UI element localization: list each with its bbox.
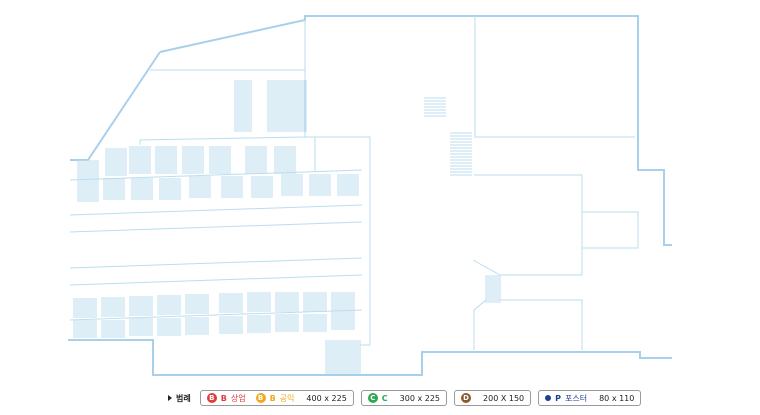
badge-b2-icon: B — [255, 393, 266, 403]
legend: 범례 B B 상업 B B 공익 400 x 225 C C 300 x 225… — [168, 389, 642, 407]
legend-code-p: P — [555, 393, 561, 403]
legend-title-wrap: 범례 — [168, 393, 191, 404]
legend-chip-d: D 200 X 150 — [454, 390, 532, 406]
legend-code-b: B — [220, 393, 227, 403]
badge-c-icon: C — [367, 393, 378, 403]
legend-tag-poster: 포스터 — [565, 393, 588, 403]
legend-chip-c: C C 300 x 225 — [360, 390, 448, 406]
outer-wall — [159, 15, 672, 246]
legend-chip-p: P 포스터 80 x 110 — [538, 390, 642, 406]
legend-code-b2: B — [269, 393, 276, 403]
legend-code-c: C — [381, 393, 388, 403]
floor-plan — [68, 15, 672, 376]
stall-group — [73, 80, 501, 374]
legend-size-d: 200 X 150 — [483, 393, 525, 403]
dot-icon — [545, 395, 552, 401]
legend-size-b: 400 x 225 — [306, 393, 347, 403]
legend-size-p: 80 x 110 — [599, 393, 635, 403]
badge-b-icon: B — [206, 393, 217, 403]
legend-size-c: 300 x 225 — [399, 393, 441, 403]
triangle-icon — [168, 395, 172, 401]
legend-title: 범례 — [176, 393, 191, 403]
outer-wall-left — [70, 51, 161, 161]
legend-chip-b: B B 상업 B B 공익 400 x 225 — [199, 390, 354, 406]
legend-tag-public: 공익 — [279, 393, 295, 403]
legend-tag-commercial: 상업 — [230, 393, 246, 403]
badge-d-icon: D — [461, 393, 472, 403]
outer-wall-bottom — [68, 339, 672, 376]
